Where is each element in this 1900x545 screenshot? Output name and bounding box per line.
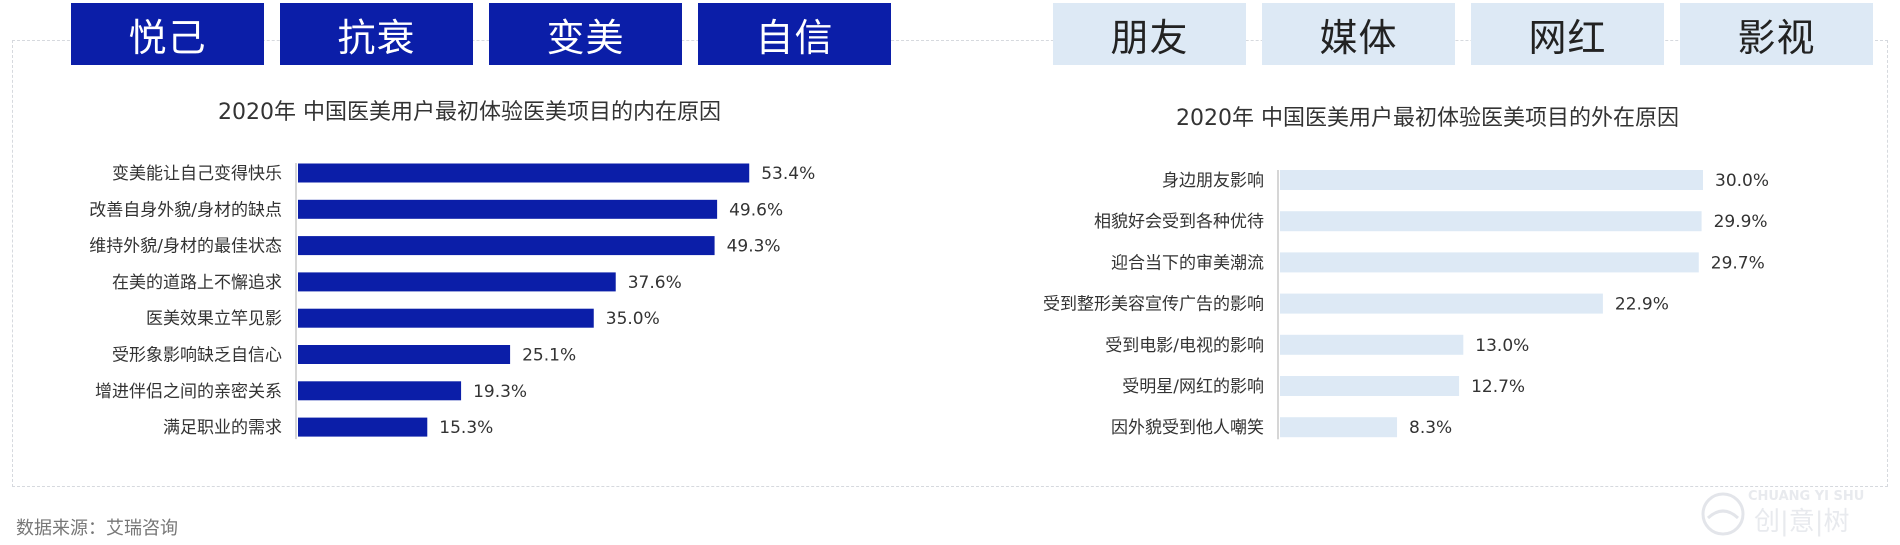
value-label: 8.3% — [1409, 418, 1452, 438]
category-label: 受明星/网红的影响 — [1122, 377, 1264, 397]
bar — [298, 272, 616, 292]
tag-zixin: 自信 — [698, 3, 891, 65]
bar — [298, 308, 594, 328]
category-label: 迎合当下的审美潮流 — [1111, 253, 1264, 273]
value-label: 35.0% — [606, 309, 660, 329]
bar — [1280, 334, 1464, 355]
value-label: 37.6% — [628, 273, 682, 293]
value-label: 12.7% — [1471, 377, 1525, 397]
category-label: 受形象影响缺乏自信心 — [112, 346, 282, 366]
category-label: 身边朋友影响 — [1162, 171, 1264, 191]
category-label: 维持外貌/身材的最佳状态 — [89, 237, 282, 257]
data-source: 数据来源：艾瑞咨询 — [16, 518, 178, 539]
category-label: 受到电影/电视的影响 — [1105, 336, 1264, 356]
bar — [1280, 417, 1398, 438]
value-label: 13.0% — [1475, 336, 1529, 356]
dashed-frame — [12, 40, 1888, 487]
bar — [298, 381, 462, 401]
tag-bianmei: 变美 — [489, 3, 682, 65]
tag-wanghong: 网红 — [1471, 3, 1664, 65]
value-label: 29.7% — [1711, 253, 1765, 273]
bar — [1280, 293, 1603, 314]
chart-title-external: 2020年 中国医美用户最初体验医美项目的外在原因 — [1176, 106, 1679, 131]
category-label: 相貌好会受到各种优待 — [1094, 212, 1264, 232]
tag-pengyou: 朋友 — [1053, 3, 1246, 65]
value-label: 30.0% — [1715, 171, 1769, 191]
bar — [1280, 170, 1703, 190]
value-label: 49.6% — [729, 200, 783, 220]
tag-meiti: 媒体 — [1262, 3, 1455, 65]
bar — [1280, 211, 1702, 232]
bar — [298, 345, 511, 364]
category-label: 因外貌受到他人嘲笑 — [1111, 418, 1264, 438]
svg-text:创|意|树: 创|意|树 — [1754, 507, 1850, 537]
internal-reasons-bar-chart: 变美能让自己变得快乐 53.4% 改善自身外貌/身材的缺点 49.6% 维持外貌/身材的… — [89, 163, 815, 440]
bar — [298, 236, 715, 256]
tag-yingshi: 影视 — [1680, 3, 1873, 65]
value-label: 15.3% — [439, 418, 493, 438]
value-label: 19.3% — [473, 382, 527, 402]
value-label: 49.3% — [727, 237, 781, 257]
category-label: 在美的道路上不懈追求 — [112, 273, 282, 293]
bar — [298, 163, 750, 183]
external-reasons-bar-chart: 身边朋友影响 30.0% 相貌好会受到各种优待 29.9% 迎合当下的审美潮流 29.7%… — [1043, 170, 1769, 440]
category-label: 受到整形美容宣传广告的影响 — [1043, 295, 1264, 315]
svg-text:CHUANG YI SHU: CHUANG YI SHU — [1748, 489, 1864, 504]
category-label: 变美能让自己变得快乐 — [112, 164, 282, 184]
category-label: 医美效果立竿见影 — [146, 309, 282, 329]
tag-yueji: 悦己 — [71, 3, 264, 65]
value-label: 53.4% — [761, 164, 815, 184]
value-label: 22.9% — [1615, 295, 1669, 315]
chuangyishu-logo: CHUANG YI SHU 创|意|树 — [1701, 489, 1864, 537]
value-label: 25.1% — [522, 346, 576, 366]
tag-kangshuai: 抗衰 — [280, 3, 473, 65]
category-label: 改善自身外貌/身材的缺点 — [89, 200, 282, 220]
category-label: 增进伴侣之间的亲密关系 — [95, 382, 282, 402]
bar — [1280, 376, 1460, 396]
bar — [298, 199, 718, 219]
chart-title-internal: 2020年 中国医美用户最初体验医美项目的内在原因 — [218, 100, 721, 125]
bar — [298, 417, 428, 437]
value-label: 29.9% — [1714, 212, 1768, 232]
category-label: 满足职业的需求 — [163, 418, 282, 438]
bar — [1280, 252, 1699, 273]
